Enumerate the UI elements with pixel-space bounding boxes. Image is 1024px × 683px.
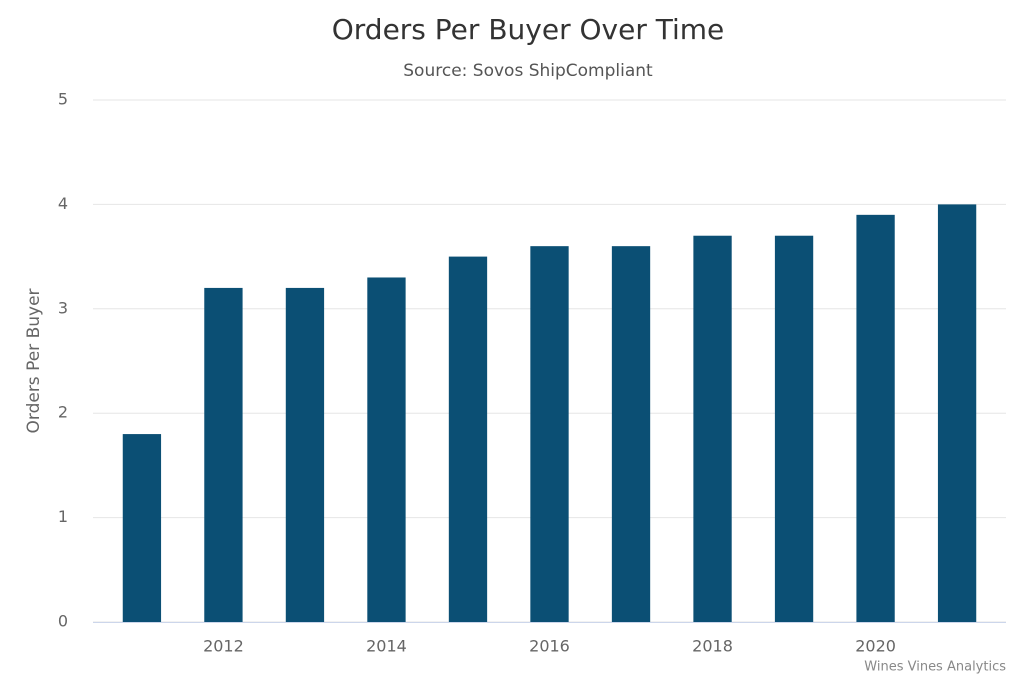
bar	[693, 235, 732, 622]
credit: Wines Vines Analytics	[864, 660, 1006, 675]
bar	[204, 287, 243, 622]
bar	[937, 204, 977, 622]
bar	[448, 256, 488, 622]
y-tick-label: 0	[58, 612, 68, 631]
y-tick-label: 4	[58, 194, 68, 213]
bar	[122, 434, 162, 622]
y-tick-label: 2	[58, 403, 68, 422]
x-tick-label: 2016	[529, 637, 570, 656]
bar	[530, 246, 569, 622]
bar	[774, 235, 814, 622]
y-tick-label: 3	[58, 298, 68, 317]
y-tick-label: 1	[58, 507, 68, 526]
chart-title: Orders Per Buyer Over Time	[332, 13, 725, 46]
x-tick-label: 2012	[203, 637, 244, 656]
y-axis-label: Orders Per Buyer	[24, 288, 44, 433]
x-tick-label: 2020	[855, 637, 896, 656]
bar	[285, 287, 325, 622]
y-tick-label: 5	[58, 90, 68, 109]
x-tick-label: 2014	[366, 637, 407, 656]
x-tick-label: 2018	[692, 637, 733, 656]
chart-subtitle: Source: Sovos ShipCompliant	[403, 61, 653, 81]
bar	[611, 246, 651, 622]
bar	[856, 214, 895, 622]
bar	[367, 277, 406, 622]
